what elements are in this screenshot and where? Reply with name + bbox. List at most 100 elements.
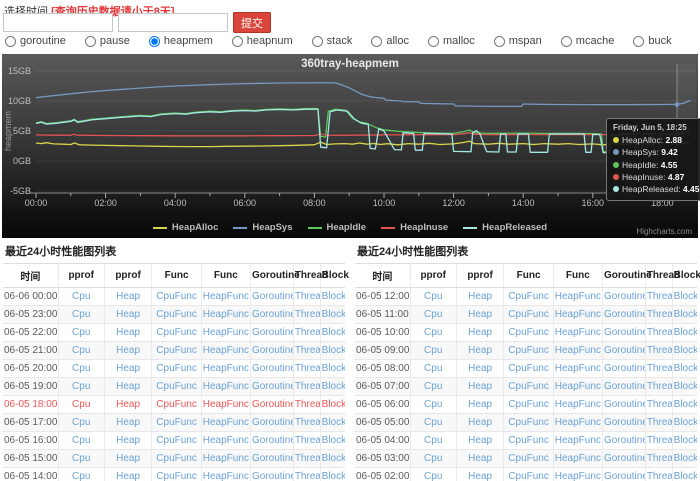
- link-heap[interactable]: Heap: [468, 381, 493, 392]
- link-block[interactable]: Block: [673, 417, 697, 428]
- link-cpu[interactable]: Cpu: [424, 435, 443, 446]
- link-goroutine[interactable]: Goroutine: [603, 399, 646, 410]
- link-thread[interactable]: Thread: [294, 291, 320, 302]
- radio-mcache[interactable]: mcache: [560, 35, 614, 47]
- link-block[interactable]: Block: [321, 435, 345, 446]
- link-cpufunc[interactable]: CpuFunc: [156, 345, 197, 356]
- link-goroutine[interactable]: Goroutine: [251, 399, 294, 410]
- link-cpufunc[interactable]: CpuFunc: [508, 435, 549, 446]
- link-cpufunc[interactable]: CpuFunc: [508, 345, 549, 356]
- link-cpu[interactable]: Cpu: [72, 417, 91, 428]
- link-cpufunc[interactable]: CpuFunc: [156, 471, 197, 481]
- link-cpu[interactable]: Cpu: [424, 291, 443, 302]
- radio-input-malloc[interactable]: [427, 35, 439, 47]
- link-cpufunc[interactable]: CpuFunc: [508, 327, 549, 338]
- legend-item-HeapIdle[interactable]: HeapIdle: [307, 222, 366, 233]
- radio-heapmem[interactable]: heapmem: [148, 35, 213, 47]
- link-thread[interactable]: Thread: [294, 381, 320, 392]
- link-goroutine[interactable]: Goroutine: [251, 291, 294, 302]
- link-cpu[interactable]: Cpu: [424, 345, 443, 356]
- link-block[interactable]: Block: [673, 435, 697, 446]
- link-heapfunc[interactable]: HeapFunc: [554, 327, 601, 338]
- link-block[interactable]: Block: [321, 381, 345, 392]
- link-cpu[interactable]: Cpu: [72, 453, 91, 464]
- link-block[interactable]: Block: [321, 327, 345, 338]
- link-heap[interactable]: Heap: [468, 399, 493, 410]
- link-block[interactable]: Block: [321, 399, 345, 410]
- link-block[interactable]: Block: [321, 471, 345, 481]
- radio-buck[interactable]: buck: [633, 35, 672, 47]
- link-goroutine[interactable]: Goroutine: [603, 471, 646, 481]
- link-cpufunc[interactable]: CpuFunc: [156, 381, 197, 392]
- link-thread[interactable]: Thread: [646, 417, 672, 428]
- link-cpufunc[interactable]: CpuFunc: [156, 399, 197, 410]
- link-cpufunc[interactable]: CpuFunc: [508, 471, 549, 481]
- link-goroutine[interactable]: Goroutine: [603, 291, 646, 302]
- link-heapfunc[interactable]: HeapFunc: [554, 363, 601, 374]
- link-heap[interactable]: Heap: [116, 453, 141, 464]
- link-goroutine[interactable]: Goroutine: [251, 363, 294, 374]
- link-thread[interactable]: Thread: [294, 417, 320, 428]
- radio-alloc[interactable]: alloc: [371, 35, 409, 47]
- link-block[interactable]: Block: [321, 417, 345, 428]
- link-goroutine[interactable]: Goroutine: [603, 453, 646, 464]
- link-goroutine[interactable]: Goroutine: [603, 345, 646, 356]
- link-cpu[interactable]: Cpu: [424, 363, 443, 374]
- link-cpu[interactable]: Cpu: [424, 471, 443, 481]
- link-goroutine[interactable]: Goroutine: [251, 345, 294, 356]
- link-heap[interactable]: Heap: [116, 327, 141, 338]
- link-heap[interactable]: Heap: [116, 417, 141, 428]
- link-thread[interactable]: Thread: [646, 309, 672, 320]
- link-heapfunc[interactable]: HeapFunc: [554, 309, 601, 320]
- link-cpufunc[interactable]: CpuFunc: [508, 453, 549, 464]
- link-heapfunc[interactable]: HeapFunc: [554, 471, 601, 481]
- link-thread[interactable]: Thread: [294, 327, 320, 338]
- link-heapfunc[interactable]: HeapFunc: [202, 309, 249, 320]
- radio-input-heapmem[interactable]: [148, 35, 160, 47]
- link-cpufunc[interactable]: CpuFunc: [508, 381, 549, 392]
- link-cpu[interactable]: Cpu: [72, 435, 91, 446]
- submit-button[interactable]: 提交: [233, 12, 271, 33]
- link-thread[interactable]: Thread: [294, 471, 320, 481]
- link-block[interactable]: Block: [673, 453, 697, 464]
- link-cpu[interactable]: Cpu: [424, 381, 443, 392]
- link-thread[interactable]: Thread: [646, 381, 672, 392]
- link-heapfunc[interactable]: HeapFunc: [202, 327, 249, 338]
- link-heapfunc[interactable]: HeapFunc: [202, 435, 249, 446]
- link-thread[interactable]: Thread: [294, 363, 320, 374]
- link-heap[interactable]: Heap: [468, 471, 493, 481]
- link-block[interactable]: Block: [321, 291, 345, 302]
- link-heapfunc[interactable]: HeapFunc: [554, 291, 601, 302]
- link-heapfunc[interactable]: HeapFunc: [202, 453, 249, 464]
- link-thread[interactable]: Thread: [646, 291, 672, 302]
- radio-malloc[interactable]: malloc: [427, 35, 475, 47]
- link-thread[interactable]: Thread: [294, 453, 320, 464]
- radio-input-mspan[interactable]: [493, 35, 505, 47]
- highcharts-credit-link[interactable]: Highcharts.com: [636, 227, 692, 236]
- link-cpu[interactable]: Cpu: [424, 309, 443, 320]
- link-cpufunc[interactable]: CpuFunc: [156, 453, 197, 464]
- link-goroutine[interactable]: Goroutine: [603, 327, 646, 338]
- link-cpu[interactable]: Cpu: [72, 399, 91, 410]
- link-cpu[interactable]: Cpu: [72, 309, 91, 320]
- link-cpu[interactable]: Cpu: [72, 363, 91, 374]
- start-time-input[interactable]: [3, 13, 113, 32]
- link-goroutine[interactable]: Goroutine: [603, 435, 646, 446]
- link-cpu[interactable]: Cpu: [424, 327, 443, 338]
- link-thread[interactable]: Thread: [294, 345, 320, 356]
- link-block[interactable]: Block: [673, 291, 697, 302]
- link-cpufunc[interactable]: CpuFunc: [156, 435, 197, 446]
- link-block[interactable]: Block: [673, 381, 697, 392]
- link-goroutine[interactable]: Goroutine: [251, 417, 294, 428]
- link-heap[interactable]: Heap: [468, 417, 493, 428]
- link-heap[interactable]: Heap: [468, 453, 493, 464]
- radio-input-heapnum[interactable]: [231, 35, 243, 47]
- link-block[interactable]: Block: [673, 399, 697, 410]
- link-heapfunc[interactable]: HeapFunc: [202, 417, 249, 428]
- link-cpufunc[interactable]: CpuFunc: [508, 417, 549, 428]
- link-cpufunc[interactable]: CpuFunc: [508, 291, 549, 302]
- link-block[interactable]: Block: [321, 453, 345, 464]
- link-thread[interactable]: Thread: [646, 327, 672, 338]
- link-goroutine[interactable]: Goroutine: [251, 453, 294, 464]
- link-goroutine[interactable]: Goroutine: [251, 435, 294, 446]
